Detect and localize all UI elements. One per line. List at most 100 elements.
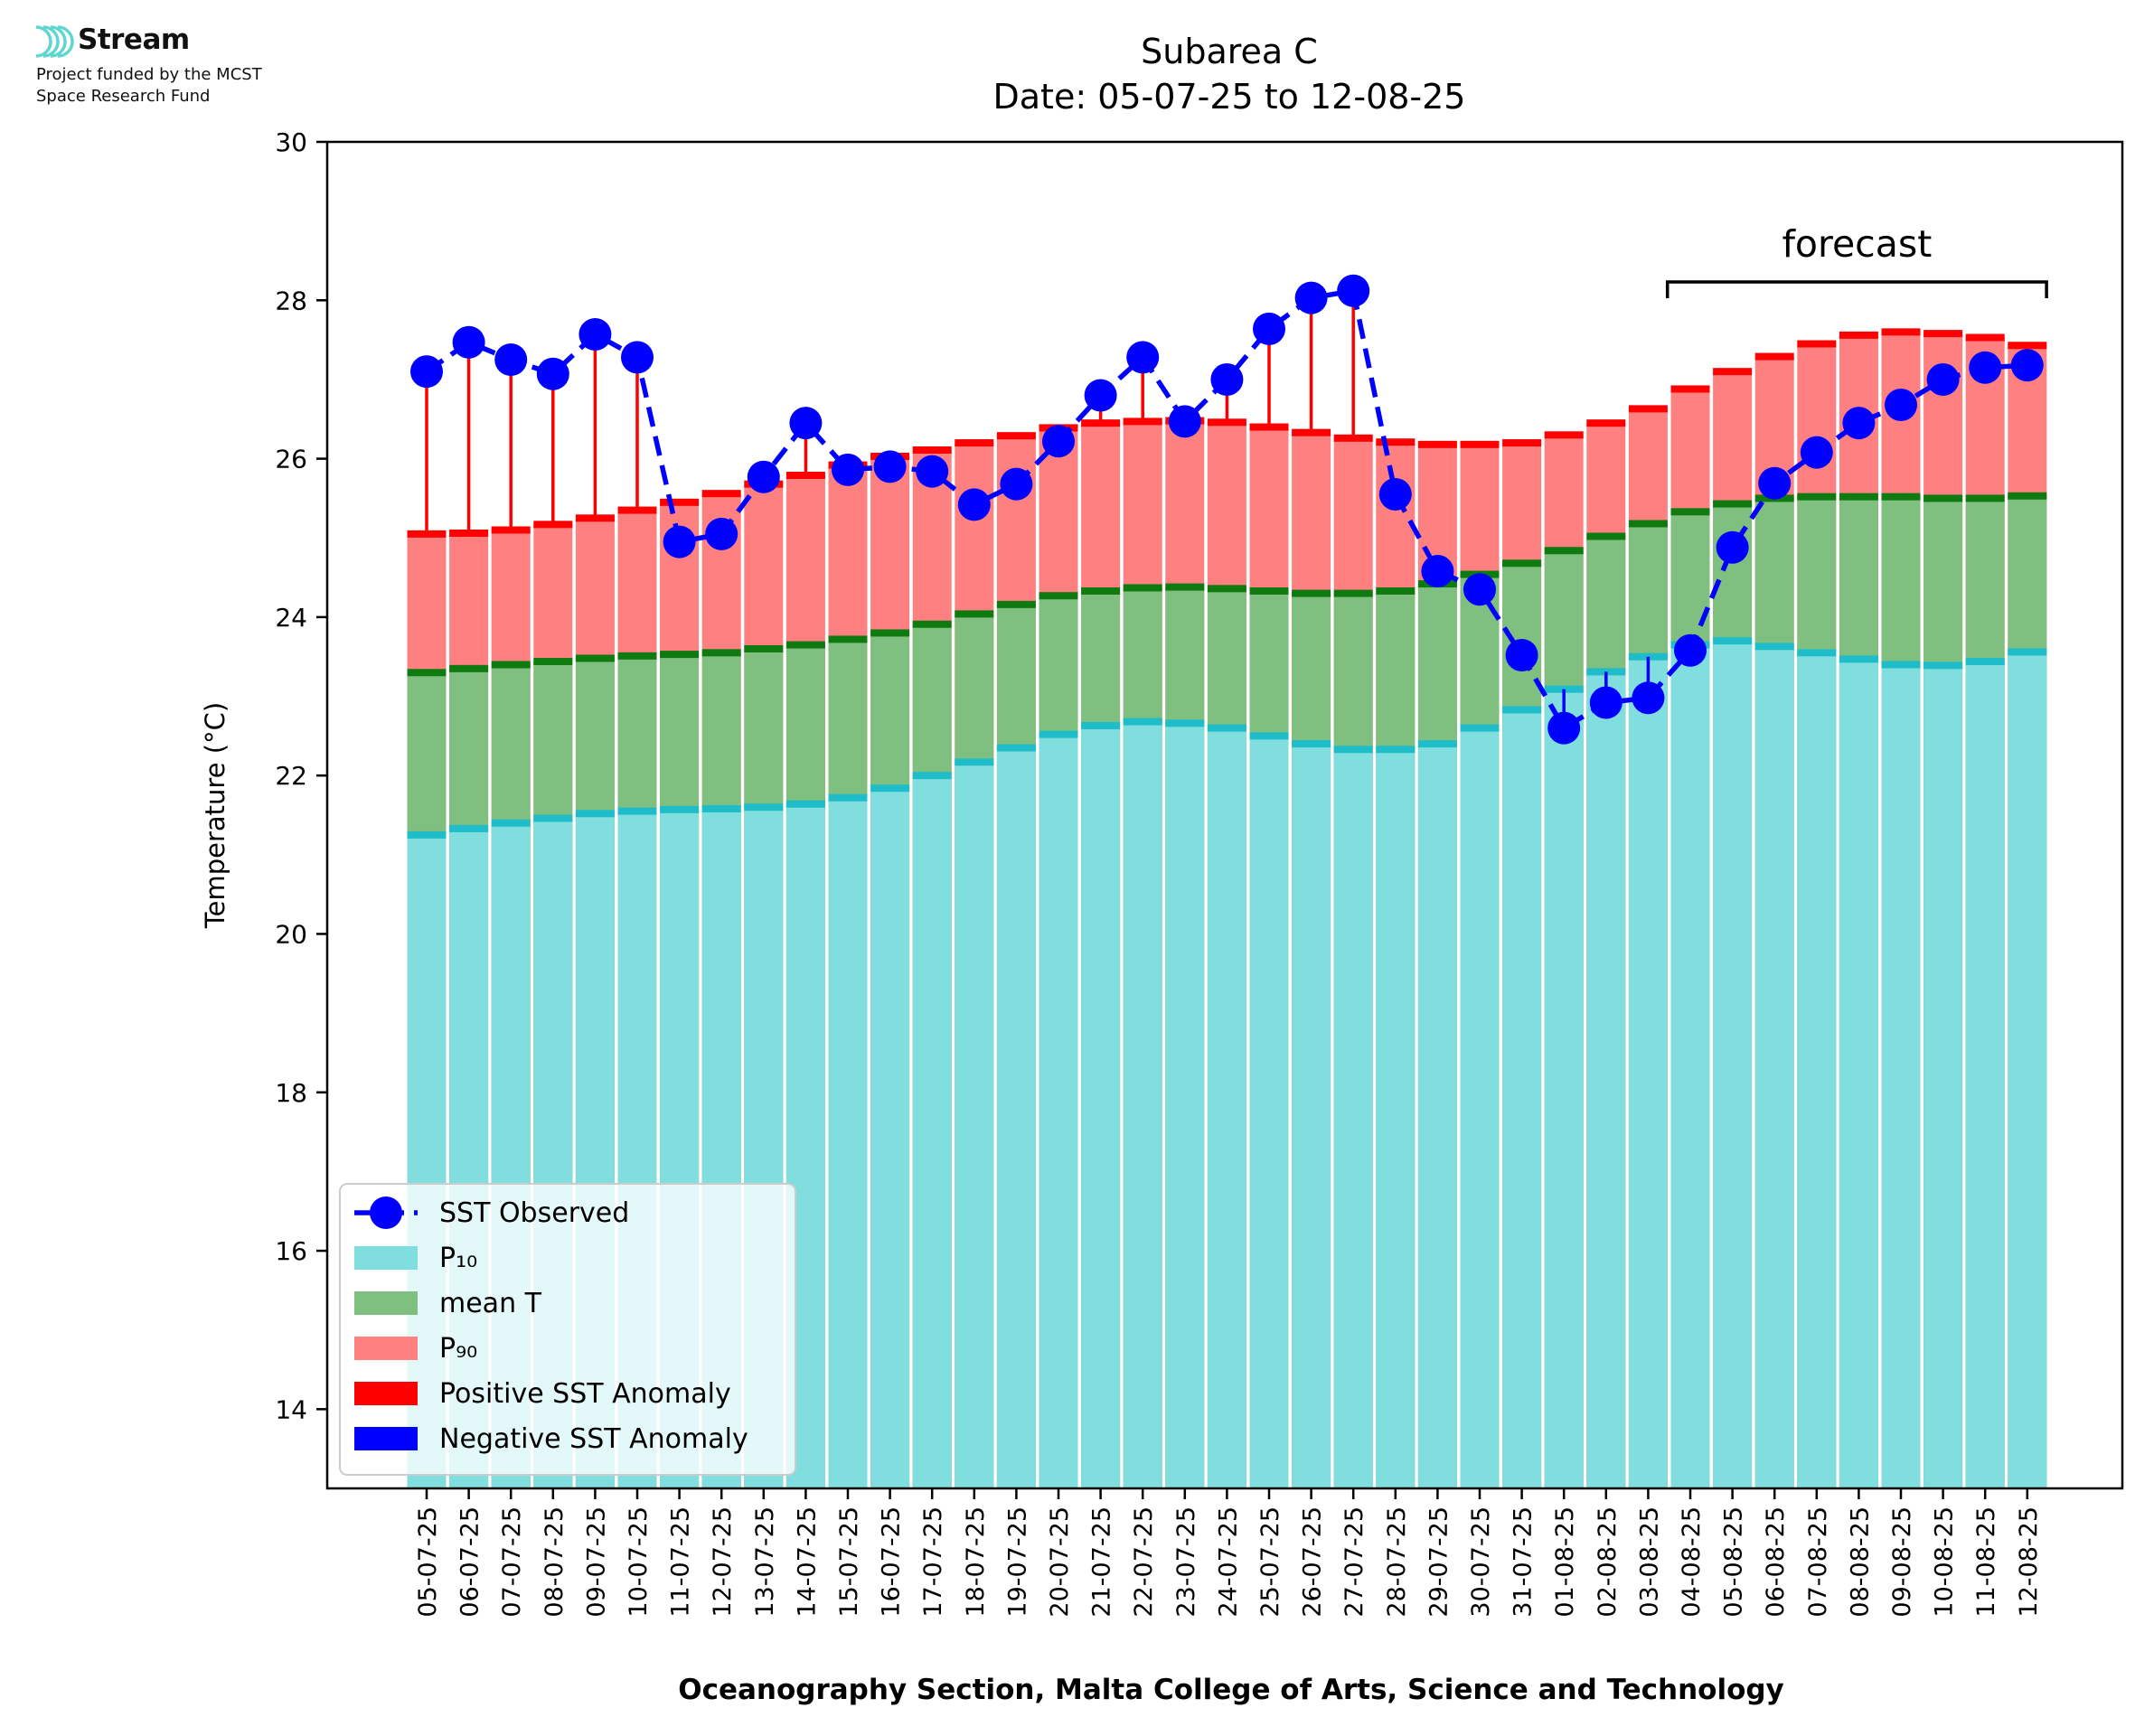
p10-bar xyxy=(1376,749,1416,1488)
x-tick-label: 07-08-25 xyxy=(1804,1506,1832,1618)
p10-edge xyxy=(1502,706,1542,714)
mean-edge xyxy=(1881,493,1921,501)
sst-observed-point xyxy=(1042,425,1075,458)
sst-observed-point xyxy=(1800,436,1833,469)
p90-edge xyxy=(1586,419,1626,427)
legend-swatch xyxy=(354,1246,418,1270)
p10-bar xyxy=(1249,736,1289,1488)
p10-bar xyxy=(1670,644,1710,1488)
mean-edge xyxy=(1586,532,1626,540)
p10-edge xyxy=(996,744,1036,752)
sst-observed-point xyxy=(1168,405,1201,438)
p10-bar xyxy=(1417,744,1457,1488)
x-tick-label: 03-08-25 xyxy=(1635,1506,1663,1618)
legend-swatch xyxy=(354,1291,418,1315)
p10-edge xyxy=(870,784,910,793)
p10-edge xyxy=(1713,637,1753,645)
logo-subtitle-line2: Space Research Fund xyxy=(36,87,211,106)
sst-observed-point xyxy=(873,450,907,483)
x-tick-label: 09-07-25 xyxy=(582,1506,610,1618)
mean-edge xyxy=(1502,559,1542,568)
p10-bar xyxy=(1460,727,1500,1488)
p10-edge xyxy=(1797,649,1837,657)
chart-title: Subarea C xyxy=(1141,32,1318,71)
sst-observed-point xyxy=(452,325,485,359)
x-tick-label: 04-08-25 xyxy=(1678,1506,1706,1618)
legend-swatch xyxy=(354,1427,418,1450)
mean-edge xyxy=(1839,493,1878,501)
p10-bar xyxy=(955,762,994,1488)
mean-edge xyxy=(1670,508,1710,516)
mean-edge xyxy=(912,620,952,628)
p90-edge xyxy=(1924,330,1963,338)
p10-bar xyxy=(1333,749,1373,1488)
x-tick-label: 26-07-25 xyxy=(1299,1506,1327,1618)
bars-layer xyxy=(407,328,2047,1488)
sst-observed-point xyxy=(1674,633,1707,667)
p10-bar xyxy=(1207,727,1246,1488)
mean-edge xyxy=(491,661,531,669)
x-tick-label: 18-07-25 xyxy=(962,1506,990,1618)
y-tick-label: 26 xyxy=(275,445,307,474)
p10-bar xyxy=(996,747,1036,1488)
p90-edge xyxy=(660,498,700,506)
x-tick-label: 12-08-25 xyxy=(2015,1506,2043,1618)
x-tick-label: 30-07-25 xyxy=(1467,1506,1495,1618)
sst-observed-point xyxy=(1842,407,1876,440)
p10-edge xyxy=(407,830,447,839)
sst-observed-point xyxy=(1547,711,1581,745)
legend-swatch xyxy=(354,1382,418,1405)
sst-observed-point xyxy=(1632,681,1665,715)
p10-bar xyxy=(1502,709,1542,1488)
sst-observed-point xyxy=(1084,379,1117,412)
p10-edge xyxy=(1754,643,1794,651)
x-tick-label: 16-07-25 xyxy=(878,1506,906,1618)
mean-edge xyxy=(1797,493,1837,501)
y-tick-label: 28 xyxy=(275,286,307,315)
mean-edge xyxy=(1249,586,1289,595)
p10-edge xyxy=(1881,661,1921,669)
p10-edge xyxy=(1417,740,1457,748)
p10-edge xyxy=(744,803,784,812)
y-tick-label: 22 xyxy=(275,761,307,791)
sst-observed-point xyxy=(1716,530,1749,564)
p90-edge xyxy=(1628,405,1668,413)
p10-edge xyxy=(533,814,573,822)
sst-observed-point xyxy=(1126,341,1160,374)
x-tick-label: 10-07-25 xyxy=(625,1506,653,1618)
plot-frame xyxy=(325,140,2124,1490)
x-tick-label: 15-07-25 xyxy=(835,1506,863,1618)
p90-edge xyxy=(1502,439,1542,447)
x-tick-label: 08-07-25 xyxy=(541,1506,569,1618)
sst-observed-point xyxy=(957,488,991,521)
x-tick-label: 06-08-25 xyxy=(1762,1506,1790,1618)
p10-edge xyxy=(1924,662,1963,670)
y-tick-label: 24 xyxy=(275,603,307,633)
p10-edge xyxy=(701,804,741,812)
x-tick-label: 11-08-25 xyxy=(1972,1506,2000,1618)
legend-box xyxy=(339,1183,796,1476)
p10-edge xyxy=(1460,724,1500,732)
p10-edge xyxy=(617,807,657,815)
sst-observed-line-layer xyxy=(410,274,2044,745)
p10-bar xyxy=(2008,652,2047,1488)
mean-edge xyxy=(955,610,994,618)
mean-edge xyxy=(870,629,910,637)
sst-observed-point xyxy=(1253,312,1285,345)
mean-edge xyxy=(1965,494,2005,502)
sst-observed-point xyxy=(1294,281,1328,314)
p90-edge xyxy=(1965,333,2005,342)
y-axis: 14 16 18 20 22 24 26 28 30 xyxy=(275,127,327,1424)
mean-edge xyxy=(701,649,741,657)
p90-edge xyxy=(996,432,1036,440)
p10-bar xyxy=(1965,661,2005,1488)
p90-edge xyxy=(1754,352,1794,361)
p10-edge xyxy=(1123,718,1162,726)
x-tick-label: 01-08-25 xyxy=(1551,1506,1579,1618)
sst-observed-point xyxy=(832,453,864,486)
p90-edge xyxy=(1881,328,1921,336)
x-tick-label: 27-07-25 xyxy=(1340,1506,1369,1618)
p10-bar xyxy=(1081,725,1121,1488)
sst-observed-point xyxy=(1926,362,1960,396)
sst-observed-point xyxy=(916,455,949,488)
